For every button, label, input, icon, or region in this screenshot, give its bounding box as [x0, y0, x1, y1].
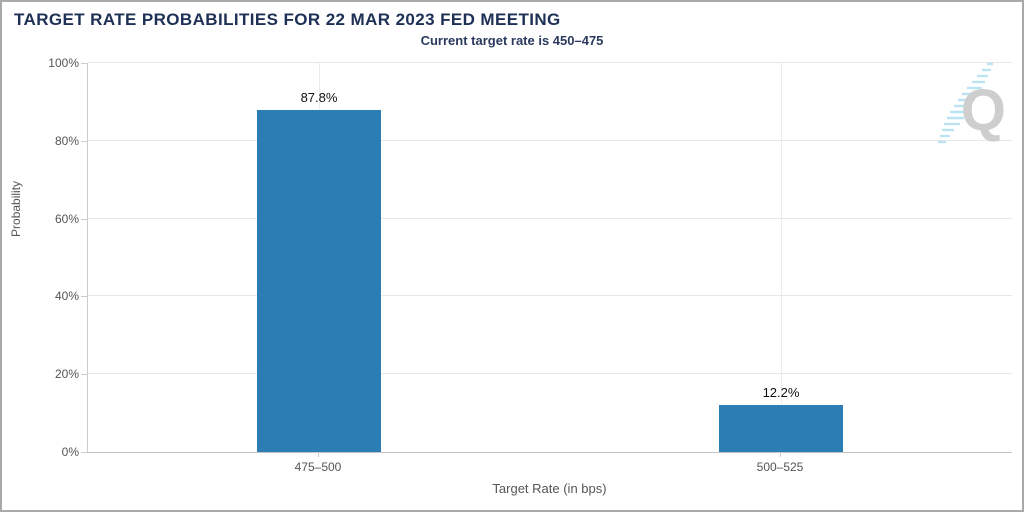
y-tick-label: 20% — [54, 367, 79, 382]
bar-value-label: 87.8% — [300, 90, 338, 106]
bar-475–500[interactable] — [257, 110, 381, 452]
y-tick-mark — [81, 63, 87, 64]
y-tick-mark — [81, 296, 87, 298]
chart-subtitle: Current target rate is 450–475 — [420, 33, 604, 48]
y-tick-mark — [81, 452, 87, 453]
x-tick-label: 475–500 — [294, 460, 342, 474]
gridline-vertical — [781, 63, 782, 452]
y-tick-label: 40% — [54, 289, 79, 304]
plot-area: 87.8% 12.2% — [87, 62, 1012, 453]
x-tick-label: 500–525 — [756, 460, 804, 474]
gridline-horizontal — [88, 139, 1012, 141]
bar-500–525[interactable] — [719, 404, 843, 452]
y-tick-label: 100% — [48, 56, 79, 70]
x-axis-title: Target Rate (in bps) — [492, 481, 607, 496]
y-axis-title: Probability — [9, 180, 23, 237]
bar-value-label: 12.2% — [762, 384, 800, 400]
chart-title: TARGET RATE PROBABILITIES FOR 22 MAR 202… — [14, 10, 561, 29]
y-tick-mark — [81, 374, 87, 376]
y-tick-label: 80% — [54, 133, 79, 148]
y-tick-label: 0% — [61, 445, 79, 459]
gridline-horizontal — [88, 62, 1012, 63]
x-tick-mark — [318, 452, 319, 457]
x-tick-mark — [780, 452, 781, 457]
y-tick-label: 60% — [54, 211, 79, 226]
y-tick-mark — [81, 140, 87, 142]
gridline-horizontal — [88, 295, 1012, 297]
y-tick-mark — [81, 218, 87, 220]
gridline-horizontal — [88, 217, 1012, 219]
gridline-horizontal — [88, 373, 1012, 375]
